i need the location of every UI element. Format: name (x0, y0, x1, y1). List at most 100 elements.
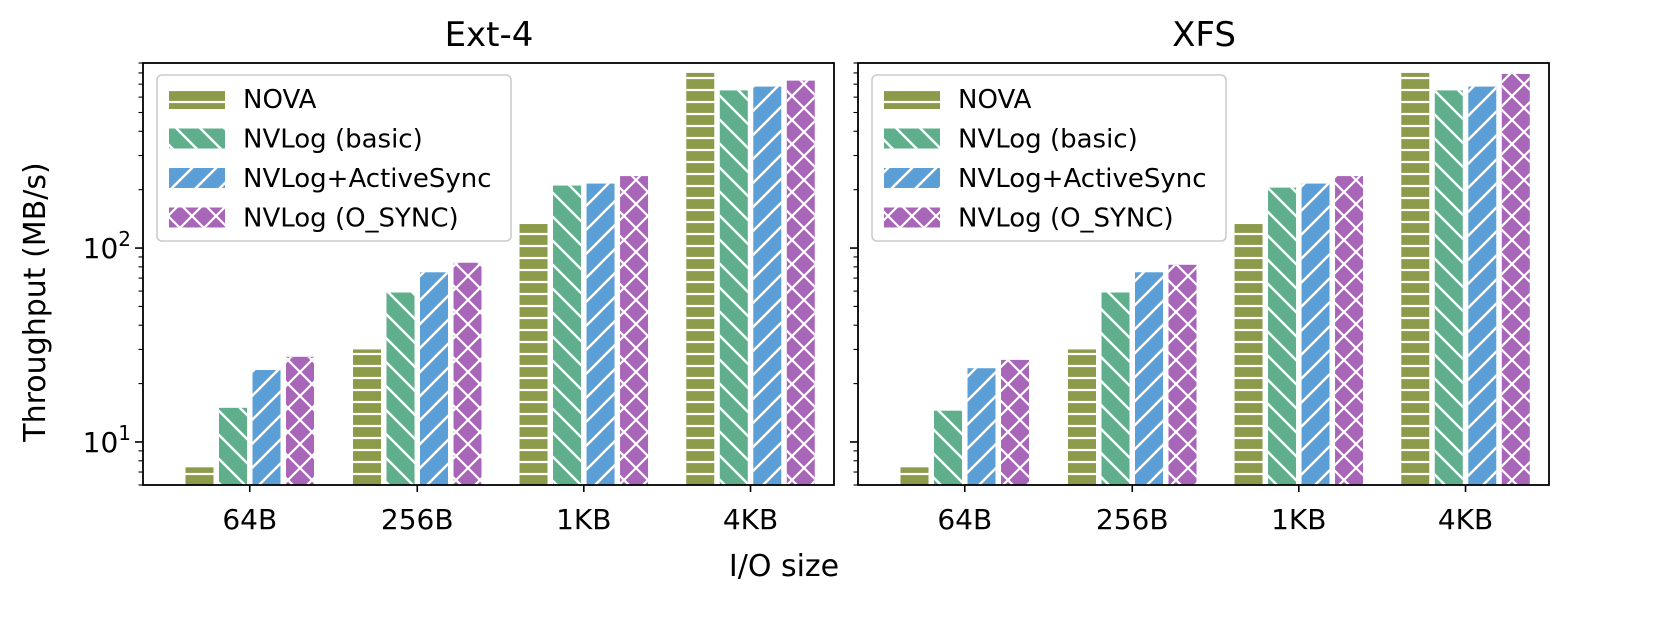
legend-swatch-hatch (884, 168, 940, 188)
legend-label-nvlog-basic: NVLog (basic) (243, 125, 423, 155)
legend-swatch-hatch (884, 207, 940, 228)
legend-label-nova: NOVA (243, 85, 317, 115)
bar-hatch (686, 72, 715, 485)
x-tick-label: 4KB (723, 503, 778, 536)
bar-hatch (420, 272, 449, 485)
bar-hatch (1501, 73, 1530, 485)
bar-nvlog-basic-4kb (719, 90, 748, 486)
bar-hatch (786, 80, 815, 485)
bar-hatch (1301, 183, 1330, 485)
bar-nova-4kb (1401, 72, 1430, 485)
x-tick-label: 4KB (1438, 503, 1493, 536)
bar-nvlog-basic-256b (386, 292, 415, 485)
bar-nvlog-o-sync-64b (286, 356, 315, 485)
bar-hatch (719, 90, 748, 486)
legend-box (156, 74, 512, 242)
bar-hatch (1168, 264, 1197, 485)
bar-hatch (1468, 86, 1497, 485)
bar-hatch (519, 224, 548, 485)
x-tick-label: 1KB (556, 503, 611, 536)
bar-hatch (353, 349, 382, 485)
x-tick-label: 64B (222, 503, 277, 536)
legend-label-nvlog-o-sync: NVLog (O_SYNC) (243, 204, 459, 234)
legend-label-nvlog-basic: NVLog (basic) (958, 125, 1138, 155)
bar-hatch (1434, 90, 1463, 486)
legend: NOVA NVLog (basic) NVLog+ActiveSync NVLog (… (156, 74, 512, 242)
bar-nvlog-basic-64b (934, 410, 963, 485)
bar-nova-256b (353, 349, 382, 485)
bar-nova-1kb (519, 224, 548, 485)
bar-hatch (586, 183, 615, 485)
bar-nvlog-activesync-4kb (753, 86, 782, 485)
x-tick-label: 256B (1096, 503, 1169, 536)
bar-nvlog-activesync-64b (252, 370, 281, 485)
y-tick-label: 102 (83, 227, 131, 265)
panel-xfs: 64B 256B 1KB 4KB NOVA NVLog (basic) NVLog+Acti… (850, 62, 1550, 536)
bar-hatch (620, 176, 649, 486)
bar-hatch (1068, 349, 1097, 485)
x-tick-label: 1KB (1271, 503, 1326, 536)
bar-nova-4kb (686, 72, 715, 485)
bar-nvlog-basic-1kb (553, 185, 582, 485)
legend-swatch-hatch (884, 128, 940, 149)
bar-nova-64b (185, 467, 214, 485)
bar-hatch (252, 370, 281, 485)
panel-title-xfs: XFS (1172, 15, 1236, 55)
bar-hatch (286, 356, 315, 485)
bar-nvlog-o-sync-1kb (1335, 176, 1364, 486)
bar-hatch (386, 292, 415, 485)
bar-nvlog-basic-256b (1101, 292, 1130, 485)
panel-title-ext4: Ext-4 (445, 15, 534, 55)
legend: NOVA NVLog (basic) NVLog+ActiveSync NVLog (… (871, 74, 1227, 242)
bar-hatch (967, 368, 996, 485)
bar-nvlog-basic-1kb (1268, 187, 1297, 485)
bar-nvlog-activesync-256b (1135, 272, 1164, 485)
legend-label-nova: NOVA (958, 85, 1032, 115)
bar-nova-1kb (1234, 224, 1263, 485)
bar-nvlog-activesync-256b (420, 272, 449, 485)
x-axis-label: I/O size (729, 549, 839, 584)
bar-hatch (753, 86, 782, 485)
panel-ext4: 64B 256B 1KB 4KB 101 102 NOVA NVLog (basic) NVLo… (83, 62, 835, 536)
bar-hatch (219, 407, 248, 485)
x-tick-label: 64B (937, 503, 992, 536)
legend-box (871, 74, 1227, 242)
bar-hatch (1001, 359, 1030, 485)
bar-nvlog-o-sync-256b (1168, 264, 1197, 485)
legend-label-nvlog-o-sync: NVLog (O_SYNC) (958, 204, 1174, 234)
bar-nvlog-activesync-1kb (586, 183, 615, 485)
bar-nvlog-o-sync-64b (1001, 359, 1030, 485)
legend-label-nvlog-activesync: NVLog+ActiveSync (243, 164, 492, 194)
bar-nova-256b (1068, 349, 1097, 485)
bar-nvlog-basic-64b (219, 407, 248, 485)
bar-hatch (1234, 224, 1263, 485)
bar-nvlog-activesync-1kb (1301, 183, 1330, 485)
legend-swatch-hatch (169, 89, 225, 109)
axes-frame (857, 62, 1550, 486)
bar-hatch (553, 185, 582, 485)
bar-hatch (934, 410, 963, 485)
legend-swatch-hatch (169, 128, 225, 149)
legend-label-nvlog-activesync: NVLog+ActiveSync (958, 164, 1207, 194)
x-tick-label: 256B (381, 503, 454, 536)
bar-nvlog-activesync-64b (967, 368, 996, 485)
bar-hatch (453, 262, 482, 485)
bar-hatch (1401, 72, 1430, 485)
y-tick-label: 101 (83, 421, 131, 459)
bar-hatch (1101, 292, 1130, 485)
bar-nova-64b (900, 467, 929, 485)
bar-nvlog-activesync-4kb (1468, 86, 1497, 485)
bar-hatch (1268, 187, 1297, 485)
bar-hatch (185, 467, 214, 485)
bar-nvlog-o-sync-256b (453, 262, 482, 485)
bar-nvlog-o-sync-1kb (620, 176, 649, 486)
axes-frame (142, 62, 835, 486)
legend-swatch-hatch (169, 168, 225, 188)
bar-hatch (900, 467, 929, 485)
bar-hatch (1135, 272, 1164, 485)
legend-swatch-hatch (884, 89, 940, 109)
bar-nvlog-basic-4kb (1434, 90, 1463, 486)
bar-nvlog-o-sync-4kb (1501, 73, 1530, 485)
